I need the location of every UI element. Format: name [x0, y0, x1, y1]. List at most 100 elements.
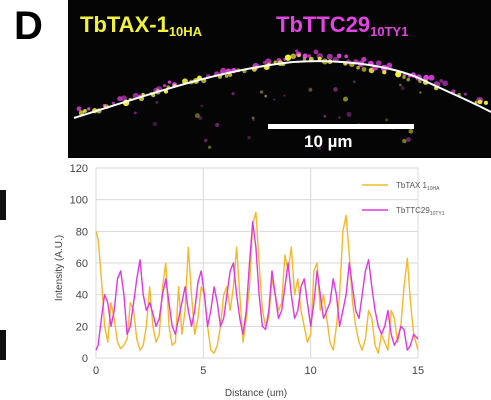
chart-legend: TbTAX 110HA TbTTC2910TY1 — [362, 181, 445, 217]
fluorescence-spot — [423, 74, 430, 81]
fluorescence-spot — [273, 60, 277, 64]
legend-entry: TbTTC2910TY1 — [396, 206, 445, 217]
fluorescence-spot — [399, 83, 402, 87]
scale-bar-label: 10 µm — [304, 132, 353, 151]
fluorescence-spot — [428, 74, 435, 81]
fluorescence-spot — [200, 104, 204, 108]
fluorescence-spot — [283, 94, 286, 97]
micrograph-signal — [73, 49, 491, 150]
fluorescence-spot — [406, 77, 411, 82]
fluorescence-spot — [111, 101, 115, 105]
y-tick-label: 120 — [70, 163, 88, 175]
fluorescence-spot — [317, 56, 322, 61]
fluorescence-spot — [231, 92, 235, 96]
x-axis-label: Distance (um) — [225, 388, 287, 399]
fluorescence-spot — [442, 80, 448, 87]
fluorescence-spot — [220, 67, 227, 74]
legend-entry: TbTAX 110HA — [396, 181, 440, 192]
fluorescence-spot — [309, 88, 313, 92]
micrograph-image: TbTAX-110HA TbTTC2910TY1 10 µm — [68, 0, 491, 158]
fluorescence-spot — [323, 114, 327, 118]
side-tick — [0, 330, 6, 360]
cell-outline-trace — [73, 60, 491, 119]
intensity-chart: 0 20 40 60 80 100 120 0 5 10 15 Intensity (A.U.) D… — [54, 163, 445, 399]
fluorescence-spot — [297, 53, 301, 58]
fluorescence-spot — [408, 128, 414, 134]
fluorescence-spot — [395, 71, 402, 78]
fluorescence-spot — [207, 145, 212, 149]
fluorescence-spot — [385, 118, 389, 122]
fluorescence-spot — [155, 100, 159, 104]
scale-bar — [268, 124, 414, 129]
panel-letter: D — [14, 4, 43, 48]
fluorescence-spot — [117, 96, 123, 102]
fluorescence-spot — [251, 116, 255, 120]
fluorescence-spot — [346, 112, 352, 117]
fluorescence-spot — [338, 116, 341, 119]
fluorescence-spot — [352, 80, 356, 84]
fluorescence-spot — [313, 49, 319, 55]
fluorescence-spot — [463, 92, 467, 96]
fluorescence-spot — [356, 65, 360, 70]
fluorescence-spot — [76, 106, 82, 112]
x-tick-label: 15 — [412, 365, 424, 377]
fluorescence-spot — [418, 79, 422, 84]
fluorescence-spot — [419, 91, 422, 94]
fluorescence-spot — [386, 62, 393, 69]
channel-a-label: TbTAX-110HA — [80, 12, 203, 39]
fluorescence-spot — [83, 108, 87, 113]
x-tick-label: 5 — [200, 365, 206, 377]
fluorescence-spot — [382, 70, 387, 75]
fluorescence-spot — [344, 54, 349, 59]
fluorescence-spot — [336, 53, 342, 59]
fluorescence-spot — [133, 111, 137, 115]
fluorescence-spot — [290, 53, 297, 60]
fluorescence-spot — [264, 94, 268, 98]
fluorescence-spot — [343, 96, 349, 102]
fluorescence-spot — [483, 100, 488, 105]
fluorescence-spot — [439, 79, 443, 83]
fluorescence-spot — [400, 86, 405, 91]
fluorescence-spot — [194, 113, 200, 119]
fluorescence-spot — [302, 53, 308, 59]
channel-b-label: TbTTC2910TY1 — [276, 12, 409, 39]
series-line-tbtax1 — [95, 211, 419, 354]
plot-frame — [95, 167, 419, 359]
fluorescence-spot — [163, 84, 167, 88]
x-tick-label: 10 — [305, 365, 317, 377]
fluorescence-spot — [87, 107, 91, 111]
fluorescence-spot — [402, 138, 407, 144]
fluorescence-spot — [284, 54, 292, 61]
fluorescence-spot — [477, 99, 483, 105]
fluorescence-spot — [273, 98, 276, 101]
fluorescence-spot — [361, 56, 367, 63]
fluorescence-spot — [333, 87, 338, 92]
fluorescence-spot — [198, 116, 203, 121]
fluorescence-spot — [224, 74, 229, 78]
y-axis-label: Intensity (A.U.) — [54, 235, 65, 301]
fluorescence-spot — [402, 75, 406, 80]
y-tick-label: 100 — [70, 195, 88, 207]
fluorescence-spot — [375, 60, 382, 66]
series-line-tbttc29 — [95, 221, 419, 351]
fluorescence-spot — [406, 137, 411, 142]
fluorescence-spot — [259, 90, 264, 94]
y-tick-label: 40 — [76, 290, 88, 302]
fluorescence-spot — [307, 54, 312, 58]
y-tick-label: 60 — [76, 258, 88, 270]
fluorescence-spot — [326, 53, 333, 60]
fluorescence-spot — [247, 136, 251, 140]
y-tick-label: 0 — [82, 353, 88, 365]
side-tick — [0, 190, 6, 220]
fluorescence-spot — [152, 121, 158, 127]
fluorescence-spot — [215, 122, 220, 127]
fluorescence-spot — [302, 57, 307, 61]
fluorescence-spot — [228, 72, 233, 77]
y-tick-label: 20 — [76, 321, 88, 333]
fluorescence-spot — [361, 66, 367, 72]
fluorescence-spot — [204, 138, 208, 143]
fluorescence-spot — [295, 49, 299, 53]
fluorescence-spot — [308, 87, 313, 92]
fluorescence-spot — [252, 118, 255, 121]
y-tick-label: 80 — [76, 226, 88, 238]
